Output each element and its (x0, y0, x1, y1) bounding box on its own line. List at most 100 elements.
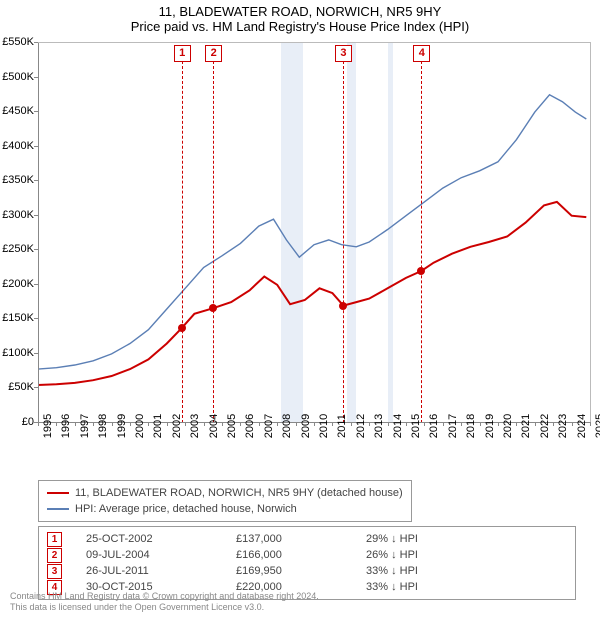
table-date: 25-OCT-2002 (86, 533, 236, 545)
x-tick (406, 422, 407, 426)
legend-row: HPI: Average price, detached house, Norw… (47, 501, 403, 517)
y-tick (34, 146, 38, 147)
x-tick (572, 422, 573, 426)
x-tick (535, 422, 536, 426)
legend: 11, BLADEWATER ROAD, NORWICH, NR5 9HY (d… (38, 480, 412, 522)
y-tick-label: £300K (2, 209, 34, 221)
legend-label: HPI: Average price, detached house, Norw… (75, 503, 297, 515)
x-tick (38, 422, 39, 426)
y-tick (34, 284, 38, 285)
table-diff: 33% ↓ HPI (366, 581, 466, 593)
y-tick-label: £500K (2, 71, 34, 83)
x-tick (277, 422, 278, 426)
y-axis (38, 43, 39, 423)
sales-table: 1 25-OCT-2002£137,00029% ↓ HPI 2 09-JUL-200… (38, 526, 576, 600)
y-tick (34, 353, 38, 354)
x-tick-label: 2009 (300, 414, 312, 438)
x-tick-label: 2005 (226, 414, 238, 438)
x-tick (498, 422, 499, 426)
y-tick (34, 180, 38, 181)
sale-marker-line (182, 61, 183, 423)
y-tick-label: £450K (2, 105, 34, 117)
sale-marker-line (213, 61, 214, 423)
table-marker: 3 (47, 564, 62, 579)
x-tick (388, 422, 389, 426)
x-tick-label: 2013 (373, 414, 385, 438)
y-tick (34, 77, 38, 78)
table-price: £166,000 (236, 549, 366, 561)
x-tick (443, 422, 444, 426)
page-subtitle: Price paid vs. HM Land Registry's House … (0, 19, 600, 38)
x-tick-label: 2017 (447, 414, 459, 438)
x-tick-label: 2019 (484, 414, 496, 438)
x-tick (424, 422, 425, 426)
x-tick-label: 1999 (116, 414, 128, 438)
table-diff: 26% ↓ HPI (366, 549, 466, 561)
x-tick (112, 422, 113, 426)
x-tick (240, 422, 241, 426)
sale-marker-box: 2 (205, 45, 222, 62)
table-diff: 29% ↓ HPI (366, 533, 466, 545)
table-row: 326-JUL-2011£169,95033% ↓ HPI (47, 563, 567, 579)
page-title: 11, BLADEWATER ROAD, NORWICH, NR5 9HY (0, 0, 600, 19)
y-tick (34, 42, 38, 43)
table-diff: 33% ↓ HPI (366, 565, 466, 577)
footnote-line2: This data is licensed under the Open Gov… (10, 602, 319, 614)
sale-marker-box: 3 (335, 45, 352, 62)
x-tick-label: 2001 (152, 414, 164, 438)
y-tick-label: £200K (2, 278, 34, 290)
sale-marker-dot (178, 324, 186, 332)
y-tick-label: £250K (2, 243, 34, 255)
footnote-line1: Contains HM Land Registry data © Crown c… (10, 591, 319, 603)
y-tick-label: £100K (2, 347, 34, 359)
x-tick (351, 422, 352, 426)
x-tick (75, 422, 76, 426)
x-tick-label: 2014 (392, 414, 404, 438)
y-tick-label: £50K (8, 381, 34, 393)
x-tick (222, 422, 223, 426)
y-tick (34, 111, 38, 112)
chart-plot-area: 12 3 4 (38, 42, 591, 423)
table-marker: 2 (47, 548, 62, 563)
chart-svg (38, 43, 590, 423)
x-tick-label: 2002 (171, 414, 183, 438)
table-price: £137,000 (236, 533, 366, 545)
series-hpi (38, 95, 586, 369)
y-tick-label: £350K (2, 174, 34, 186)
x-tick-label: 2016 (428, 414, 440, 438)
x-tick-label: 2007 (263, 414, 275, 438)
x-tick-label: 1995 (42, 414, 54, 438)
x-tick-label: 2020 (502, 414, 514, 438)
table-price: £169,950 (236, 565, 366, 577)
table-marker: 1 (47, 532, 62, 547)
x-tick (185, 422, 186, 426)
x-tick (296, 422, 297, 426)
x-tick-label: 2021 (520, 414, 532, 438)
x-tick (167, 422, 168, 426)
x-tick (259, 422, 260, 426)
x-tick-label: 2012 (355, 414, 367, 438)
x-tick (204, 422, 205, 426)
sale-marker-line (421, 61, 422, 423)
legend-swatch (47, 508, 69, 510)
x-tick-label: 2004 (208, 414, 220, 438)
x-tick-label: 2025 (594, 414, 600, 438)
x-tick-label: 2000 (134, 414, 146, 438)
x-tick-label: 2022 (539, 414, 551, 438)
x-tick (56, 422, 57, 426)
x-tick (553, 422, 554, 426)
y-tick (34, 215, 38, 216)
x-tick-label: 1998 (97, 414, 109, 438)
x-tick (590, 422, 591, 426)
x-tick-label: 2023 (557, 414, 569, 438)
y-tick-label: £0 (22, 416, 34, 428)
x-tick-label: 2010 (318, 414, 330, 438)
sale-marker-box: 4 (413, 45, 430, 62)
legend-row: 11, BLADEWATER ROAD, NORWICH, NR5 9HY (d… (47, 485, 403, 501)
table-date: 09-JUL-2004 (86, 549, 236, 561)
x-tick-label: 1996 (60, 414, 72, 438)
x-tick-label: 2003 (189, 414, 201, 438)
table-row: 1 25-OCT-2002£137,00029% ↓ HPI (47, 531, 567, 547)
x-tick (332, 422, 333, 426)
sale-marker-box: 1 (174, 45, 191, 62)
